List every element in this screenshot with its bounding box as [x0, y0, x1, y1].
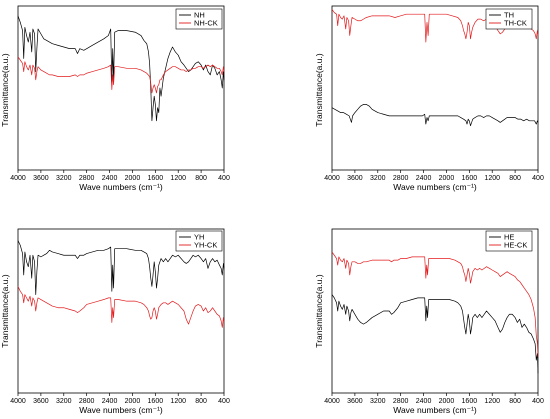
x-tick-label: 1200 — [170, 175, 186, 182]
legend-label-nh-ck: NH-CK — [194, 19, 218, 28]
x-tick-label: 400 — [532, 175, 544, 182]
plot-frame — [331, 5, 539, 171]
x-tick-label: 1200 — [484, 175, 500, 182]
legend-label-th: TH — [504, 11, 514, 20]
x-tick-label: 2400 — [102, 175, 118, 182]
legend-label-yh-ck: YH-CK — [194, 241, 217, 250]
x-tick-label: 800 — [195, 175, 207, 182]
x-tick-label: 1600 — [148, 398, 164, 405]
x-tick-label: 2000 — [439, 398, 455, 405]
x-tick-label: 1600 — [462, 398, 478, 405]
y-axis-label: Transmittance(a.u.) — [0, 274, 10, 348]
y-axis-label: Transmittance(a.u.) — [0, 53, 10, 127]
y-axis-label: Transmittance(a.u.) — [314, 53, 324, 127]
x-axis-label: Wave numbers (cm⁻¹) — [79, 405, 163, 415]
series-line-nh — [17, 15, 225, 122]
x-tick-label: 2800 — [79, 175, 95, 182]
x-axis-label: Wave numbers (cm⁻¹) — [393, 405, 477, 415]
x-tick-label: 4000 — [324, 175, 340, 182]
x-tick-label: 1600 — [148, 175, 164, 182]
x-axis-label: Wave numbers (cm⁻¹) — [79, 182, 163, 192]
legend-label-yh: YH — [194, 233, 204, 242]
y-axis-label: Transmittance(a.u.) — [314, 274, 324, 348]
series-line-yh-ck — [17, 286, 225, 328]
x-tick-label: 3600 — [33, 175, 49, 182]
x-tick-label: 1200 — [170, 398, 186, 405]
chart-panel-p1: 4000 3600 3200 2800 2400 2000 1600 1200 800 400 Wa… — [0, 5, 230, 192]
x-tick-label: 2000 — [125, 398, 141, 405]
x-tick-label: 2000 — [125, 175, 141, 182]
x-tick-label: 800 — [509, 175, 521, 182]
x-tick-label: 4000 — [10, 398, 26, 405]
x-tick-label: 3200 — [370, 398, 386, 405]
x-tick-label: 400 — [532, 398, 544, 405]
plot-frame — [17, 228, 225, 394]
x-tick-label: 2400 — [102, 398, 118, 405]
legend-box — [175, 8, 223, 30]
legend-box — [485, 230, 533, 252]
plot-frame — [331, 228, 539, 394]
x-tick-label: 2400 — [416, 398, 432, 405]
x-axis-label: Wave numbers (cm⁻¹) — [393, 182, 477, 192]
x-tick-label: 400 — [218, 175, 230, 182]
plot-frame — [17, 5, 225, 171]
legend-label-he-ck: HE-CK — [504, 241, 527, 250]
x-tick-label: 400 — [218, 398, 230, 405]
x-tick-label: 2800 — [393, 398, 409, 405]
x-tick-label: 3600 — [347, 398, 363, 405]
series-line-nh-ck — [17, 56, 225, 94]
x-tick-label: 3200 — [56, 398, 72, 405]
series-line-yh — [17, 240, 225, 295]
x-tick-label: 1200 — [484, 398, 500, 405]
x-tick-label: 3600 — [33, 398, 49, 405]
legend-label-he: HE — [504, 233, 514, 242]
series-line-he-ck — [331, 251, 539, 357]
series-line-he — [331, 294, 539, 374]
legend-label-nh: NH — [194, 11, 205, 20]
x-tick-label: 2400 — [416, 175, 432, 182]
chart-panel-p2: 4000 3600 3200 2800 2400 2000 1600 1200 800 400 Wa… — [314, 5, 544, 192]
x-tick-label: 3200 — [370, 175, 386, 182]
x-tick-label: 4000 — [10, 175, 26, 182]
x-tick-label: 2000 — [439, 175, 455, 182]
chart-panel-p3: 4000 3600 3200 2800 2400 2000 1600 1200 800 400 Wa… — [0, 228, 230, 415]
series-line-th — [331, 104, 539, 127]
legend-label-th-ck: TH-CK — [504, 19, 527, 28]
x-tick-label: 4000 — [324, 398, 340, 405]
legend-box — [175, 230, 223, 252]
x-tick-label: 800 — [195, 398, 207, 405]
chart-panel-p4: 4000 3600 3200 2800 2400 2000 1600 1200 800 400 Wa… — [314, 228, 544, 415]
x-tick-label: 2800 — [393, 175, 409, 182]
legend-box — [485, 8, 533, 30]
x-tick-label: 3200 — [56, 175, 72, 182]
x-tick-label: 1600 — [462, 175, 478, 182]
x-tick-label: 3600 — [347, 175, 363, 182]
x-tick-label: 2800 — [79, 398, 95, 405]
x-tick-label: 800 — [509, 398, 521, 405]
